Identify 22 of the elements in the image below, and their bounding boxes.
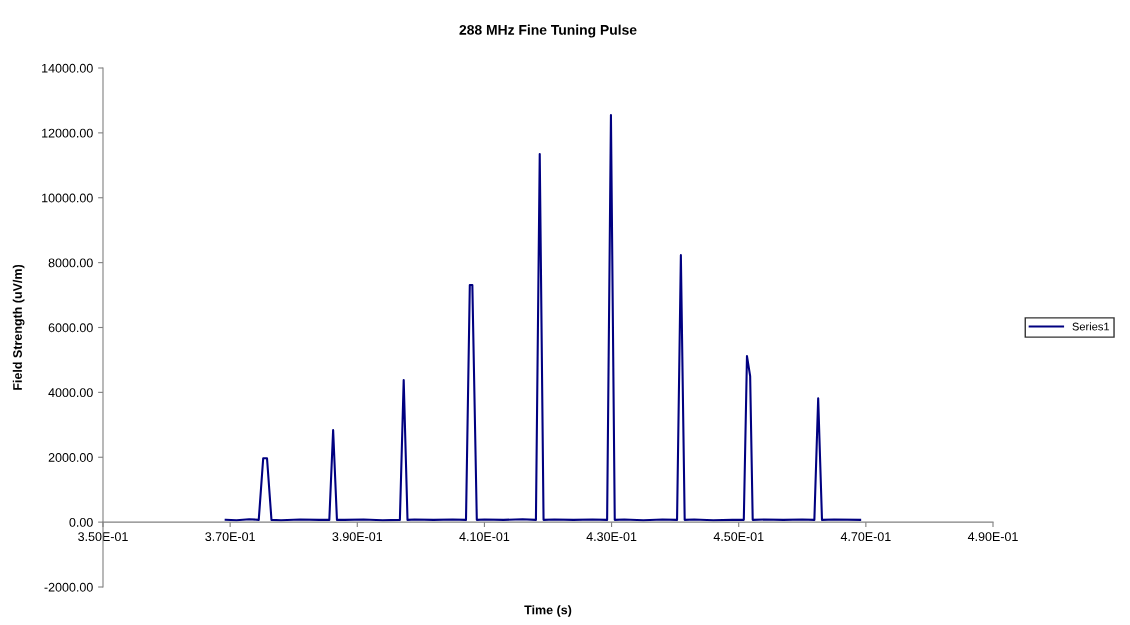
y-tick-label: 8000.00 — [48, 258, 93, 268]
x-tick-label: 3.50E-01 — [78, 532, 128, 542]
chart-title: 288 MHz Fine Tuning Pulse — [459, 24, 637, 38]
legend-label: Series1 — [1072, 322, 1110, 331]
y-tick-label: 14000.00 — [42, 63, 93, 73]
x-tick-label: 4.70E-01 — [840, 532, 891, 542]
x-tick-label: 4.10E-01 — [459, 532, 510, 542]
y-tick-label: -2000.00 — [44, 582, 93, 592]
x-tick-label: 3.70E-01 — [205, 532, 255, 542]
y-tick-label: 2000.00 — [48, 453, 93, 462]
y-tick-label: 6000.00 — [48, 323, 93, 333]
y-tick-label: 12000.00 — [42, 128, 93, 138]
y-tick-label: 4000.00 — [48, 388, 93, 398]
x-tick-label: 4.30E-01 — [586, 532, 637, 542]
x-tick-label: 4.90E-01 — [967, 532, 1018, 542]
y-axis-title: Field Strength (uV/m) — [12, 264, 25, 390]
x-tick-label: 4.50E-01 — [713, 532, 764, 542]
y-tick-label: 0.00 — [69, 517, 93, 527]
x-tick-label: 3.90E-01 — [332, 532, 383, 542]
line-series — [224, 113, 862, 522]
x-axis-title: Time (s) — [524, 605, 572, 617]
y-tick-label: 10000.00 — [42, 193, 93, 203]
